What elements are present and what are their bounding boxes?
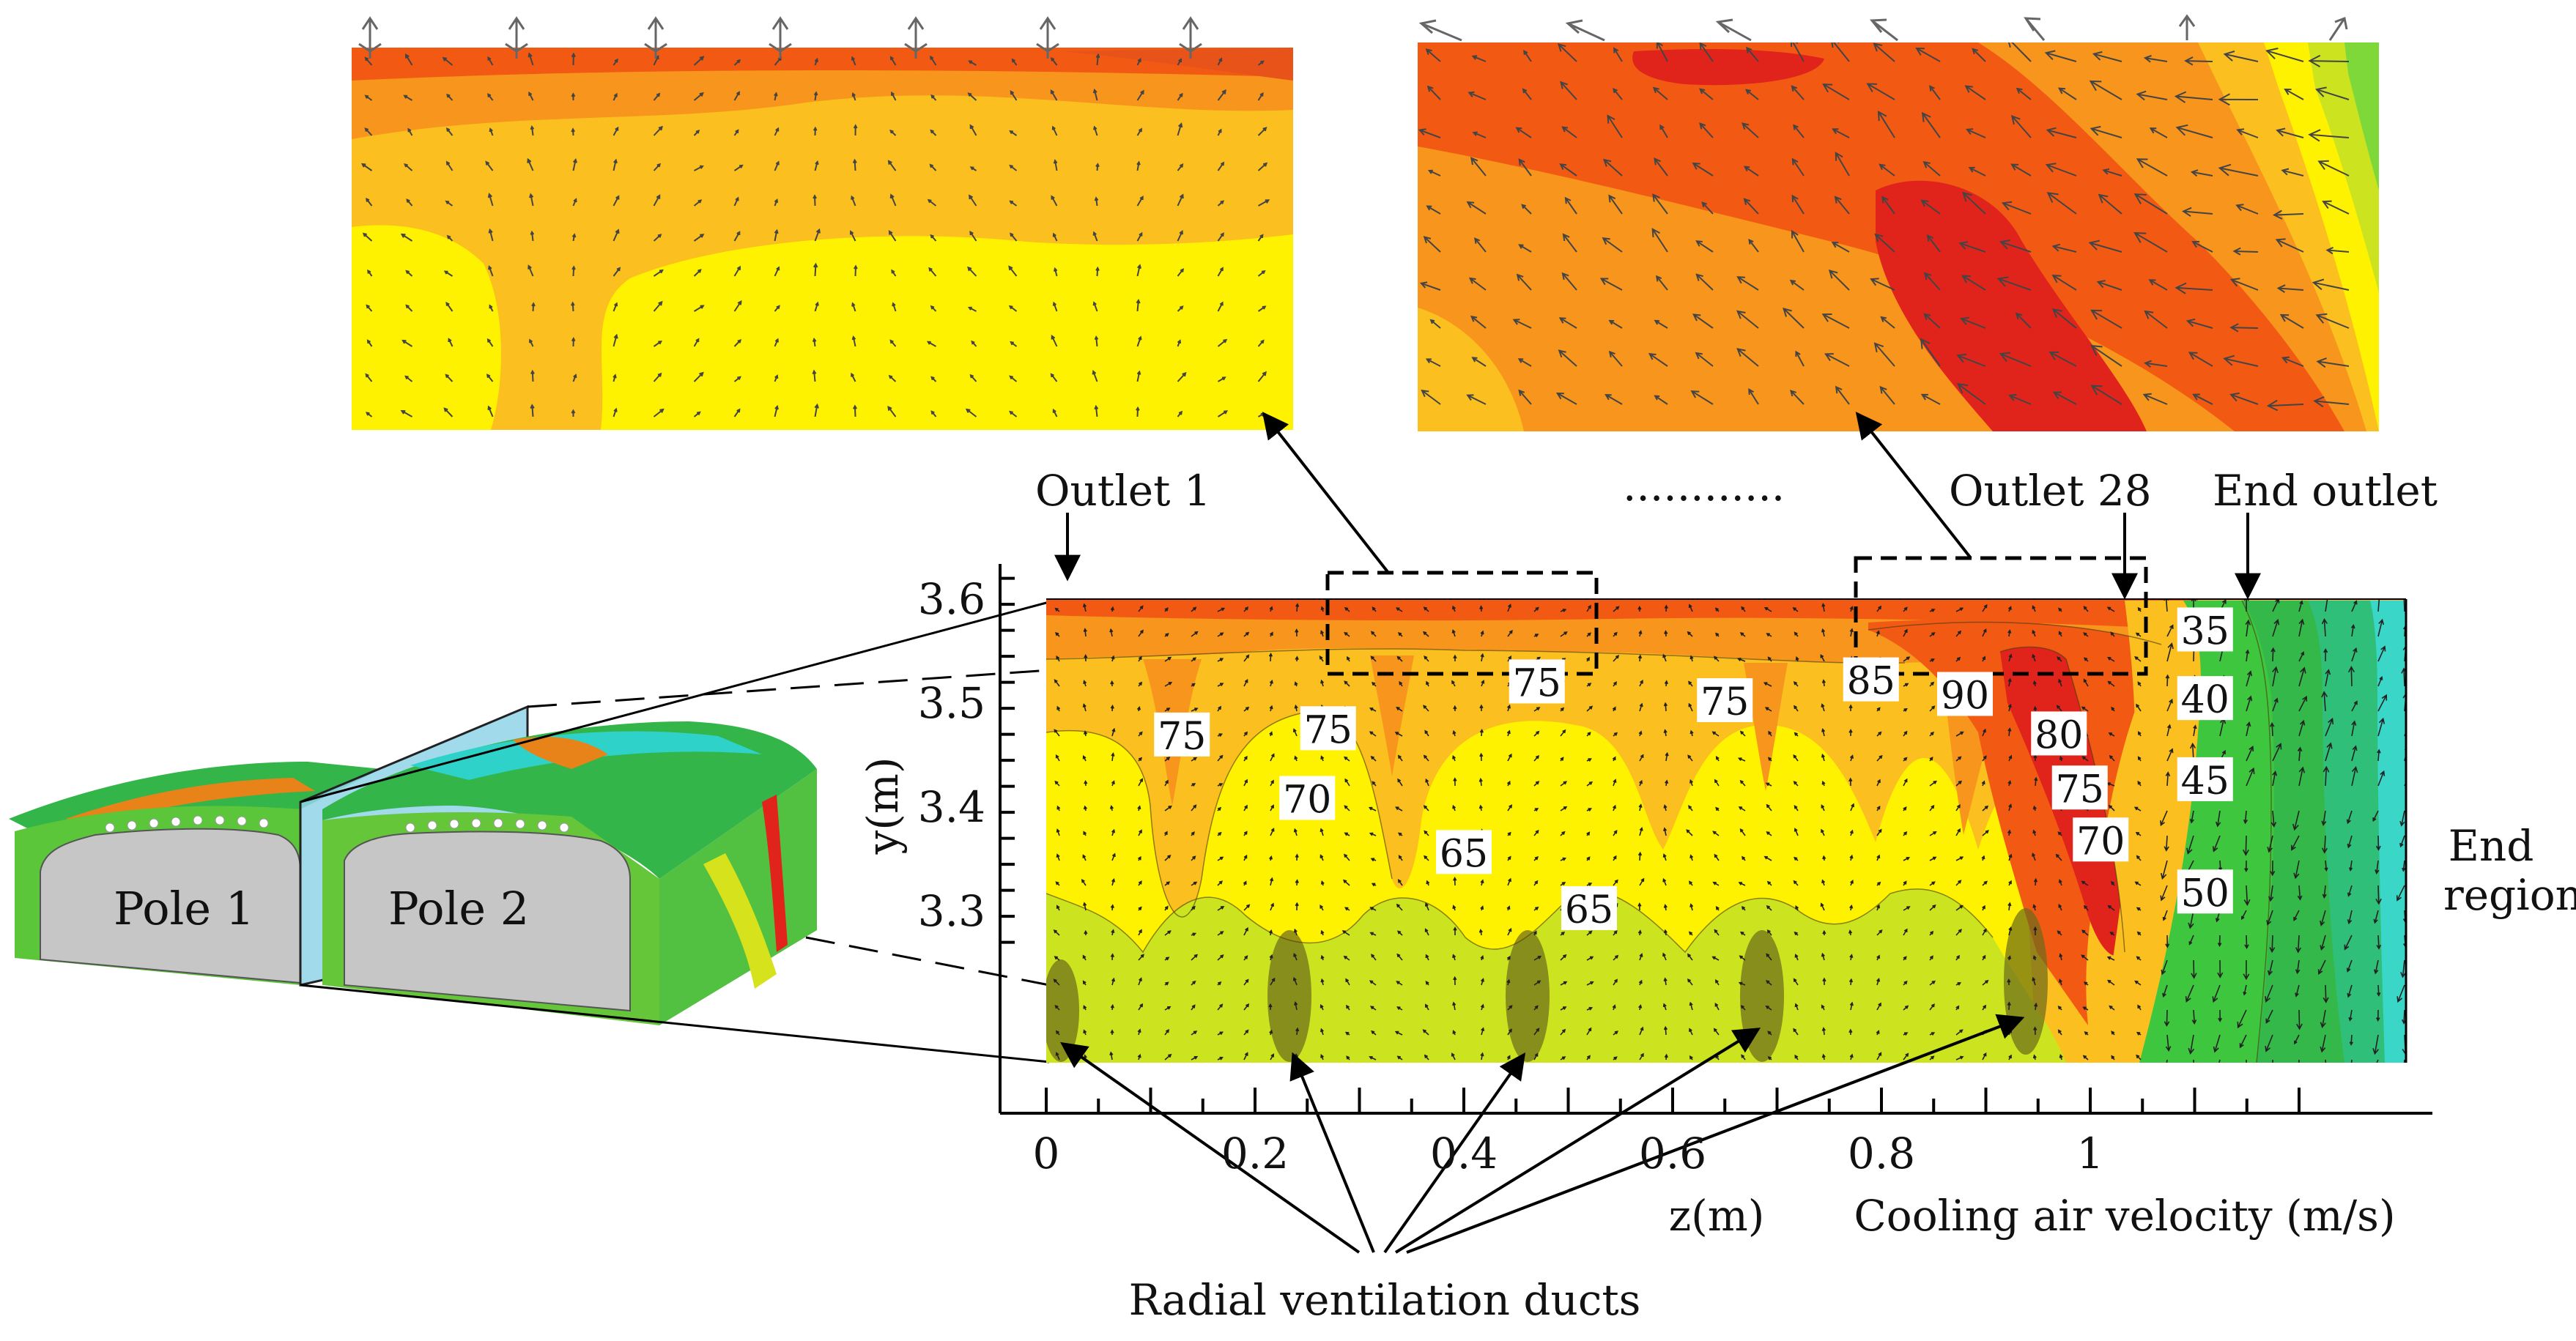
ducts-label: Radial ventilation ducts bbox=[1129, 1275, 1641, 1325]
y-tick-label: 3.4 bbox=[918, 782, 985, 832]
main-contour-plot bbox=[1046, 599, 2406, 1063]
outlet-dots: ............ bbox=[1623, 461, 1785, 510]
end-region-label-1: End bbox=[2449, 821, 2534, 871]
svg-text:75: 75 bbox=[2056, 768, 2104, 811]
pole2-label: Pole 2 bbox=[388, 882, 529, 935]
velocity-vectors-right bbox=[1418, 42, 2350, 412]
y-axis-ticks bbox=[1000, 576, 1015, 944]
contour-label: 80 bbox=[2031, 711, 2087, 757]
svg-text:40: 40 bbox=[2181, 678, 2229, 722]
end-outlet-label: End outlet bbox=[2213, 466, 2438, 516]
svg-text:90: 90 bbox=[1941, 674, 1989, 718]
svg-text:75: 75 bbox=[1513, 661, 1561, 705]
x-tick-labels: 0 0.2 0.4 0.6 0.8 1 bbox=[1033, 1129, 2104, 1178]
contour-label: 50 bbox=[2177, 869, 2233, 915]
x-tick-label: 0.8 bbox=[1848, 1129, 1915, 1178]
velocity-caption: Cooling air velocity (m/s) bbox=[1854, 1191, 2395, 1241]
x-tick-label: 0 bbox=[1033, 1129, 1060, 1178]
svg-text:80: 80 bbox=[2035, 713, 2083, 757]
outlet-28-label: Outlet 28 bbox=[1949, 466, 2152, 516]
x-tick-label: 1 bbox=[2077, 1129, 2104, 1178]
x-tick-label: 0.4 bbox=[1430, 1129, 1498, 1178]
pole-model-3d: Pole 1 Pole 2 bbox=[9, 705, 817, 1025]
svg-text:75: 75 bbox=[1700, 680, 1749, 724]
outlet-1-label: Outlet 1 bbox=[1035, 466, 1211, 516]
x-axis-label: z(m) bbox=[1669, 1191, 1765, 1241]
zoom-box-right bbox=[1854, 556, 2148, 676]
svg-text:65: 65 bbox=[1565, 888, 1613, 932]
zoom-panel-left bbox=[352, 48, 1293, 430]
pole1-label: Pole 1 bbox=[114, 882, 254, 935]
zoom-panel-right bbox=[1418, 42, 2379, 431]
svg-text:70: 70 bbox=[1283, 778, 1331, 822]
end-region-label-2: region bbox=[2443, 870, 2576, 920]
y-tick-label: 3.5 bbox=[918, 678, 985, 728]
svg-text:75: 75 bbox=[1304, 708, 1352, 752]
y-tick-labels: 3.6 3.5 3.4 3.3 bbox=[918, 574, 985, 936]
contour-label: 40 bbox=[2177, 676, 2233, 722]
y-tick-label: 3.6 bbox=[918, 574, 985, 624]
pole1-body bbox=[40, 828, 301, 984]
y-axis-label: y(m) bbox=[858, 757, 908, 855]
contour-label: 35 bbox=[2177, 607, 2233, 653]
svg-text:85: 85 bbox=[1847, 660, 1895, 704]
x-axis-ticks bbox=[1045, 1088, 2301, 1113]
contour-label: 85 bbox=[1843, 657, 1899, 704]
contour-label: 90 bbox=[1937, 672, 1993, 718]
pole1-holes bbox=[105, 815, 269, 833]
contour-label: 75 bbox=[1300, 706, 1356, 752]
outlet-arrows bbox=[1054, 513, 2261, 600]
outlet-vectors-right bbox=[1418, 14, 2348, 42]
x-tick-label: 0.2 bbox=[1221, 1129, 1289, 1178]
y-tick-label: 3.3 bbox=[918, 886, 985, 936]
contour-label: 75 bbox=[1697, 678, 1753, 724]
svg-text:35: 35 bbox=[2181, 609, 2229, 653]
contour-label: 75 bbox=[1509, 659, 1565, 705]
contour-label: 75 bbox=[1154, 712, 1210, 759]
svg-text:75: 75 bbox=[1158, 715, 1206, 759]
contour-label: 70 bbox=[1279, 776, 1336, 822]
pole2-holes bbox=[405, 818, 569, 833]
pole2-body bbox=[344, 831, 631, 1012]
contour-label: 65 bbox=[1561, 886, 1617, 932]
svg-text:50: 50 bbox=[2181, 872, 2229, 915]
x-tick-label: 0.6 bbox=[1639, 1129, 1706, 1178]
contour-label: 65 bbox=[1436, 830, 1492, 876]
contour-label: 75 bbox=[2051, 765, 2108, 811]
projection-lines bbox=[300, 601, 1050, 1063]
zoom-box-left bbox=[1325, 571, 1599, 676]
svg-text:45: 45 bbox=[2181, 759, 2229, 803]
svg-text:70: 70 bbox=[2076, 820, 2125, 863]
outlet-vectors-left bbox=[358, 16, 1202, 53]
contour-label: 70 bbox=[2073, 817, 2129, 863]
svg-text:65: 65 bbox=[1440, 832, 1488, 876]
contour-label: 45 bbox=[2177, 757, 2233, 803]
contour-value-labels: 75 75 75 75 85 90 80 75 70 70 65 65 35 40 45 50 bbox=[1154, 607, 2233, 932]
duct-arrows bbox=[1060, 1014, 2025, 1254]
velocity-vectors-left bbox=[360, 52, 1270, 417]
zoom-arrows bbox=[1262, 412, 1972, 574]
